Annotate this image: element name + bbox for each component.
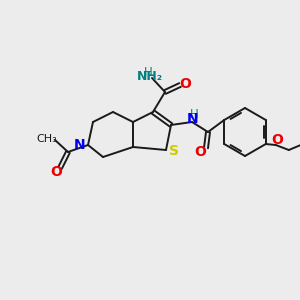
Text: O: O [194,145,206,159]
Text: H: H [190,107,198,121]
Text: N: N [187,112,199,126]
Text: NH₂: NH₂ [137,70,163,83]
Text: O: O [179,77,191,91]
Text: N: N [74,138,86,152]
Text: O: O [271,133,283,147]
Text: H: H [144,65,152,79]
Text: O: O [50,165,62,179]
Text: CH₃: CH₃ [37,134,57,144]
Text: S: S [169,144,179,158]
